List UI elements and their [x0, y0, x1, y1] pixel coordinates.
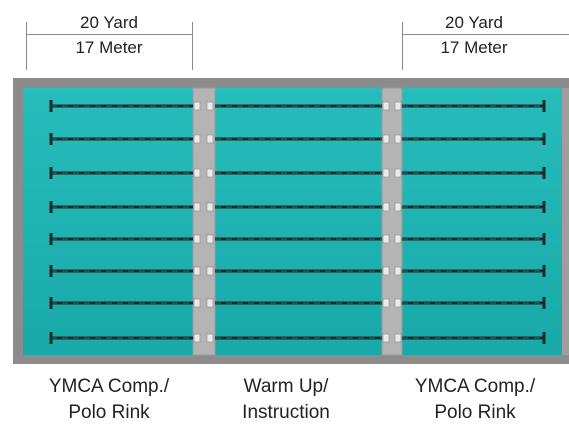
- right-dimension-meter: 17 Meter: [440, 38, 508, 57]
- rope-anchor-block-bulkhead-right-a: [382, 298, 390, 308]
- section-caption-right-line2: Polo Rink: [434, 402, 516, 423]
- rope-anchor-block-bulkhead-left-a: [193, 333, 201, 343]
- bulkhead-left: [192, 87, 216, 356]
- water-section-middle: [215, 88, 382, 355]
- section-caption-left-line2: Polo Rink: [68, 402, 150, 423]
- rope-anchor-block-bulkhead-right-b: [394, 298, 402, 308]
- right-dimension-tick-start: [402, 22, 403, 70]
- rope-anchor-block-bulkhead-left-b: [206, 234, 214, 244]
- section-caption-middle: Warm Up/ Instruction: [196, 374, 376, 426]
- rope-anchor-block-bulkhead-right-a: [382, 266, 390, 276]
- rope-anchor-block-bulkhead-right-a: [382, 101, 390, 111]
- rope-anchor-block-bulkhead-left-b: [206, 202, 214, 212]
- rope-anchor-block-bulkhead-left-b: [206, 266, 214, 276]
- section-caption-left: YMCA Comp./ Polo Rink: [19, 374, 199, 426]
- rope-anchor-block-bulkhead-right-a: [382, 333, 390, 343]
- rope-anchor-block-bulkhead-left-a: [193, 134, 201, 144]
- rope-anchor-block-bulkhead-right-a: [382, 202, 390, 212]
- section-caption-right: YMCA Comp./ Polo Rink: [385, 374, 565, 426]
- lane-ropes: [49, 100, 546, 344]
- section-caption-middle-line2: Instruction: [242, 402, 330, 423]
- rope-anchor-block-bulkhead-left-a: [193, 234, 201, 244]
- rope-anchor-block-bulkhead-right-b: [394, 333, 402, 343]
- rope-anchor-block-bulkhead-left-a: [193, 266, 201, 276]
- right-dimension: 20 Yard 17 Meter: [0, 0, 569, 80]
- left-dimension: 20 Yard 17 Meter: [0, 0, 569, 80]
- water-section-left: [23, 88, 193, 355]
- rope-anchor-block-bulkhead-left-b: [206, 101, 214, 111]
- rope-anchor-block-bulkhead-right-b: [394, 234, 402, 244]
- bulkhead-right: [381, 87, 403, 356]
- rope-anchor-block-bulkhead-left-a: [193, 298, 201, 308]
- rope-anchor-block-bulkhead-left-b: [206, 168, 214, 178]
- rope-anchor-block-bulkhead-left-b: [206, 298, 214, 308]
- rope-anchor-block-bulkhead-right-b: [394, 168, 402, 178]
- section-caption-right-line1: YMCA Comp./: [414, 376, 536, 397]
- section-caption-middle-line1: Warm Up/: [243, 376, 329, 397]
- section-caption-left-line1: YMCA Comp./: [48, 376, 170, 397]
- rope-anchor-block-bulkhead-left-a: [193, 101, 201, 111]
- rope-anchor-block-bulkhead-right-a: [382, 134, 390, 144]
- left-dimension-line: [26, 34, 192, 35]
- left-dimension-yard: 20 Yard: [80, 13, 138, 32]
- rope-anchor-block-bulkhead-right-b: [394, 134, 402, 144]
- rope-anchor-block-bulkhead-right-a: [382, 234, 390, 244]
- water-section-right: [402, 88, 562, 355]
- rope-anchor-block-bulkhead-left-b: [206, 333, 214, 343]
- left-dimension-tick-start: [26, 22, 27, 70]
- rope-anchor-block-bulkhead-right-b: [394, 202, 402, 212]
- right-dimension-line: [402, 34, 569, 35]
- left-dimension-tick-end: [192, 22, 193, 70]
- rope-anchor-block-bulkhead-left-b: [206, 134, 214, 144]
- left-dimension-meter: 17 Meter: [75, 38, 143, 57]
- rope-anchor-block-bulkhead-right-b: [394, 101, 402, 111]
- rope-anchor-block-bulkhead-left-a: [193, 168, 201, 178]
- right-dimension-yard: 20 Yard: [445, 13, 503, 32]
- rope-anchor-block-bulkhead-right-b: [394, 266, 402, 276]
- rope-anchor-block-bulkhead-left-a: [193, 202, 201, 212]
- pool-deck-right-edge: [562, 88, 569, 355]
- rope-anchor-block-bulkhead-right-a: [382, 168, 390, 178]
